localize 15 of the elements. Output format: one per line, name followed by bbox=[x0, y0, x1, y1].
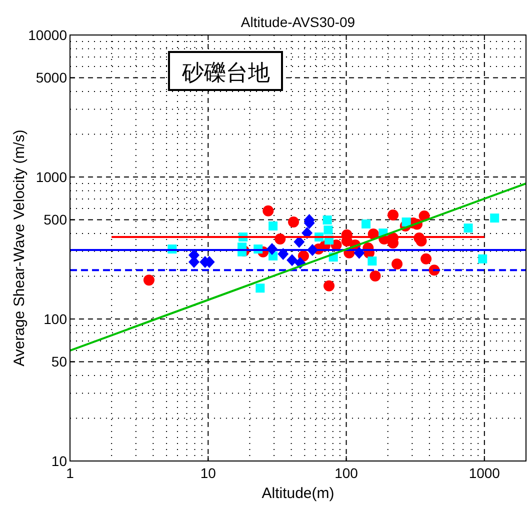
y-tick-label: 1000 bbox=[36, 169, 68, 185]
y-tick-label: 500 bbox=[44, 212, 68, 228]
x-axis-title: Altitude(m) bbox=[262, 485, 334, 502]
x-tick-label: 1 bbox=[66, 465, 74, 481]
y-axis-title: Average Shear-Wave Velocity (m/s) bbox=[11, 130, 28, 366]
x-tick-label: 1000 bbox=[468, 465, 500, 481]
x-tick-label: 10 bbox=[200, 465, 216, 481]
y-tick-label: 10000 bbox=[28, 27, 68, 43]
y-tick-label: 100 bbox=[44, 311, 68, 327]
chart-title: Altitude-AVS30-09 bbox=[240, 14, 356, 30]
y-tick-label: 10 bbox=[51, 453, 68, 469]
y-tick-label: 50 bbox=[51, 354, 68, 370]
y-tick-label: 5000 bbox=[36, 70, 68, 86]
x-tick-label: 100 bbox=[334, 465, 358, 481]
annotation: 砂礫台地 bbox=[181, 60, 270, 85]
